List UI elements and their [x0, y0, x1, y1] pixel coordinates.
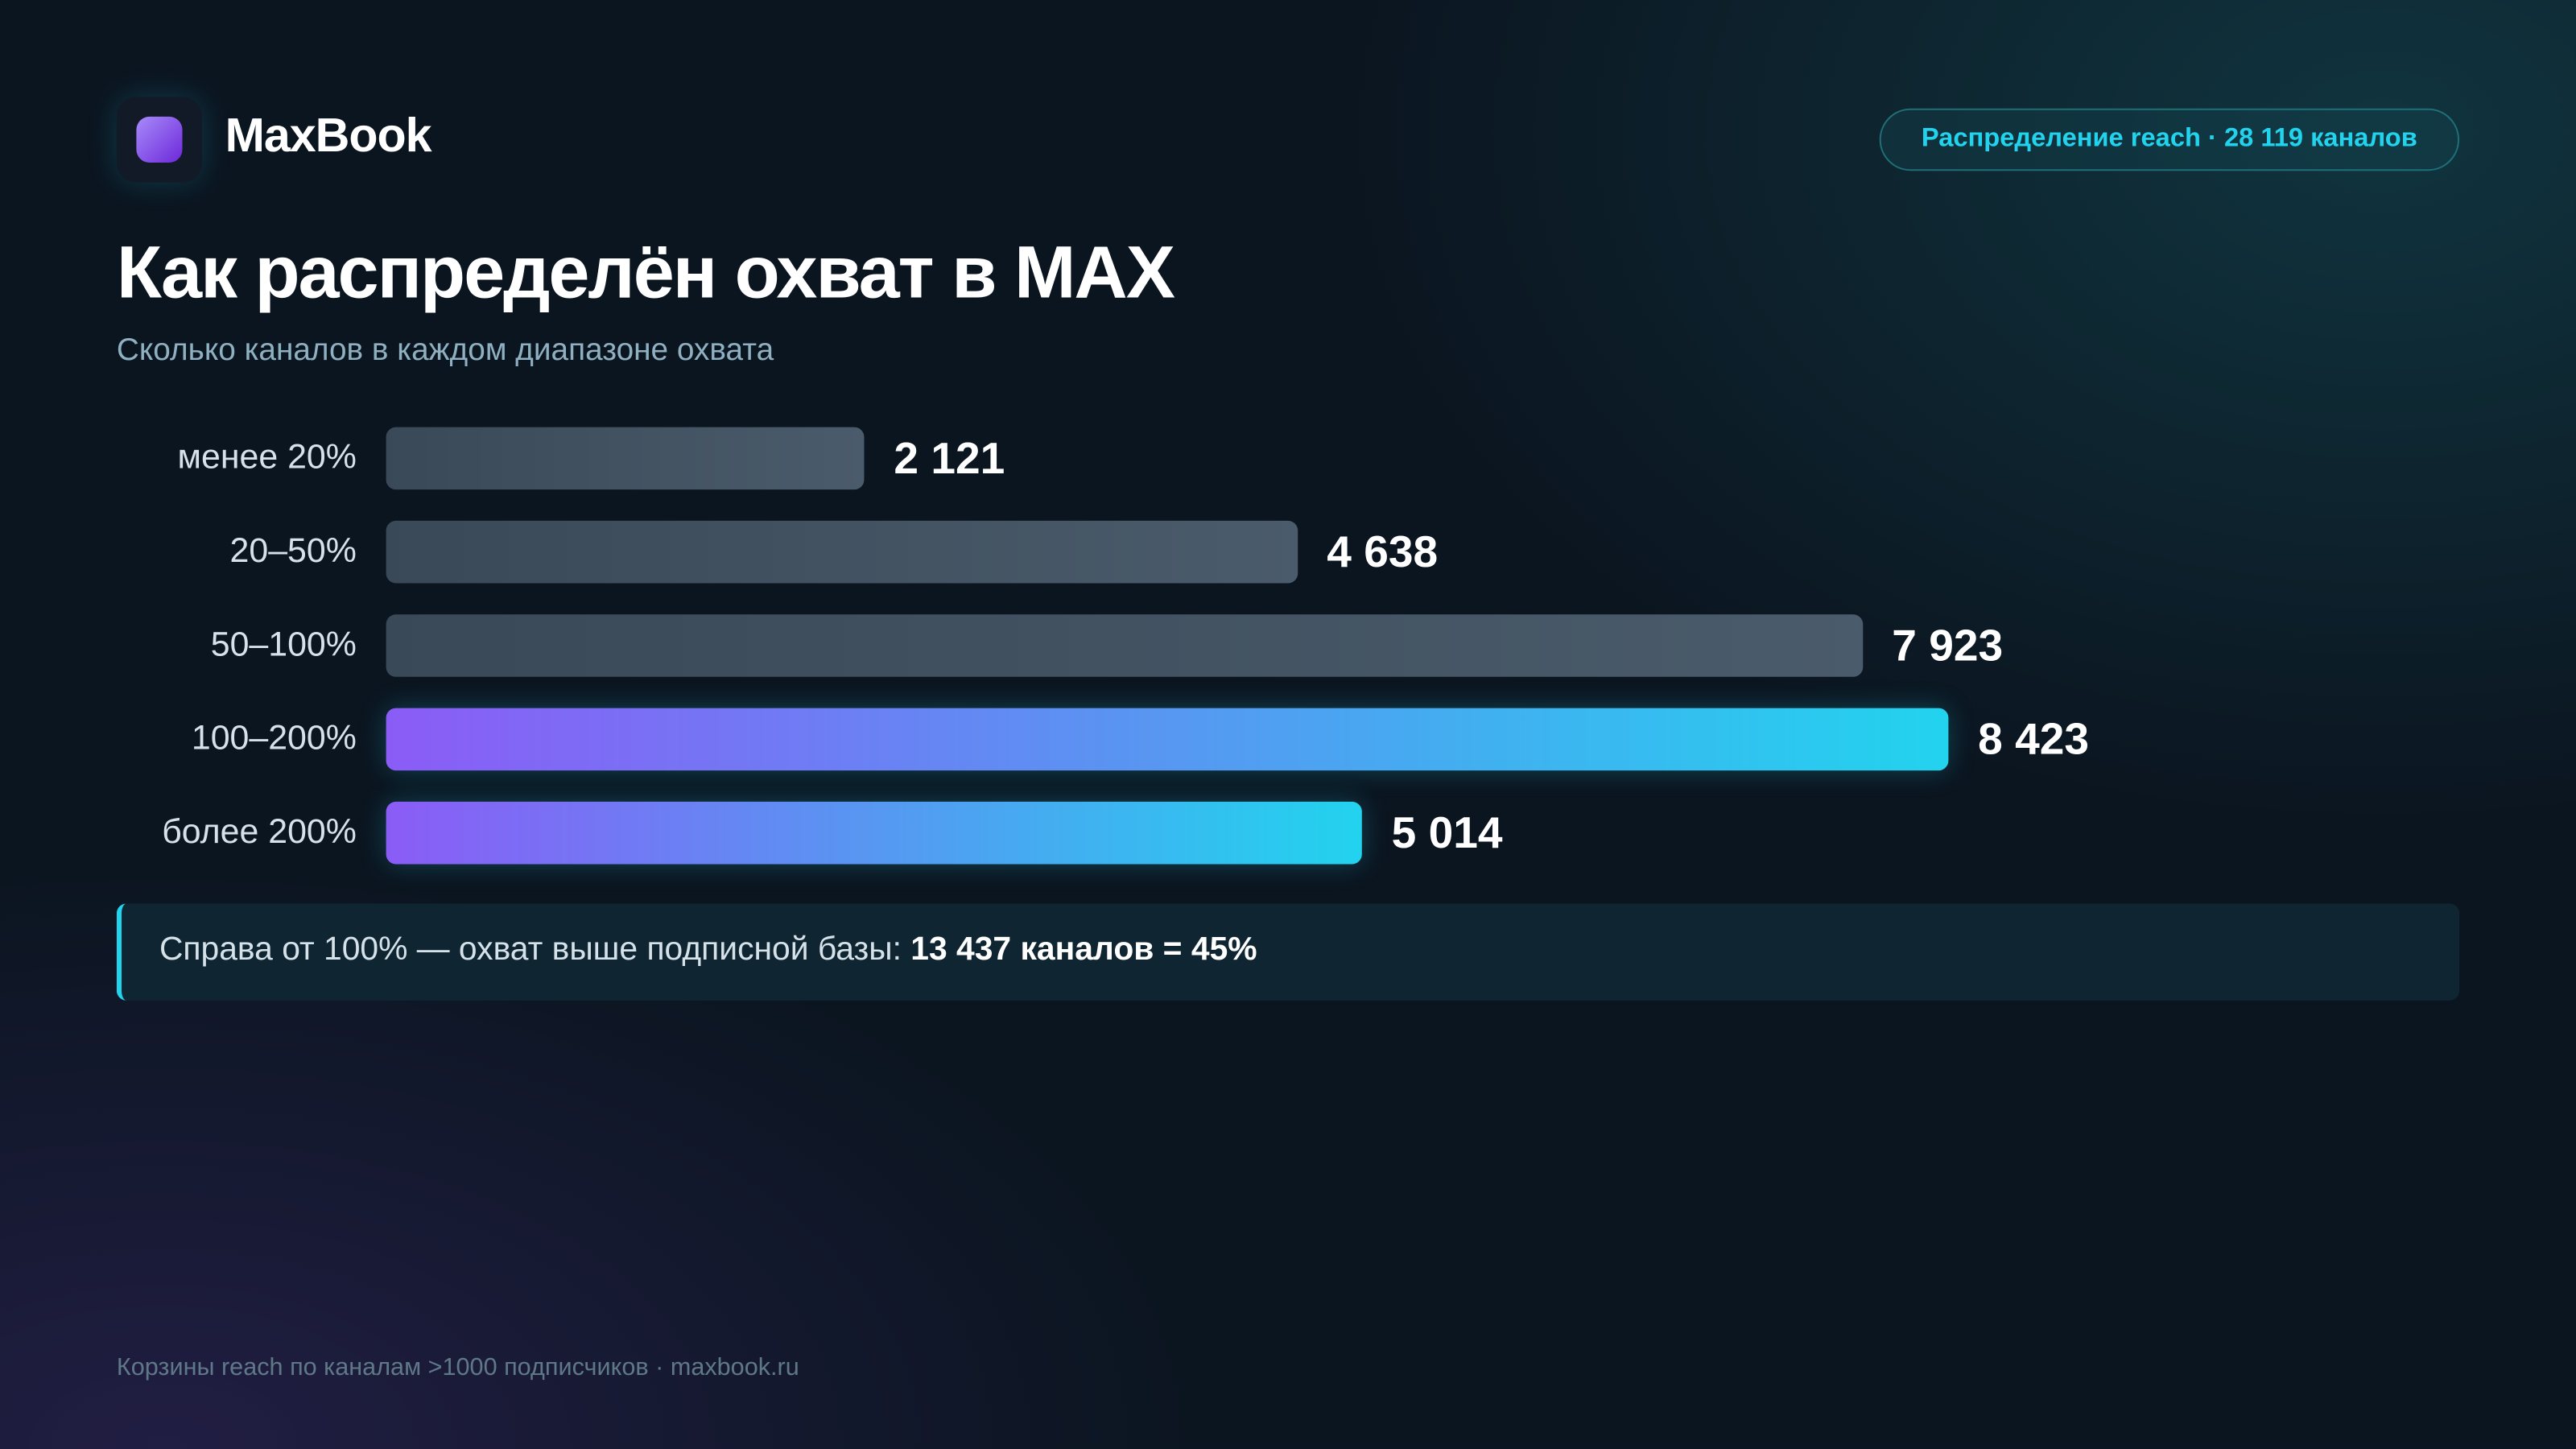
value-label: 7 923 — [1892, 621, 2004, 671]
chart-subtitle: Сколько каналов в каждом диапазоне охват… — [116, 333, 774, 369]
badge: Распределение reach · 28 119 каналов — [1879, 108, 2460, 171]
category-label: 50–100% — [210, 625, 357, 664]
note-emphasis: 13 437 каналов = 45% — [910, 931, 1257, 968]
bar — [386, 708, 1949, 771]
bar — [386, 520, 1298, 584]
value-label: 5 014 — [1391, 808, 1503, 858]
category-label: 20–50% — [229, 532, 357, 571]
note-text: Справа от 100% — охват выше подписной ба… — [159, 931, 911, 968]
note-box — [116, 903, 2460, 1001]
bar — [386, 801, 1362, 865]
category-label: более 200% — [162, 813, 357, 852]
category-label: 100–200% — [191, 719, 357, 758]
value-label: 2 121 — [894, 433, 1005, 483]
category-label: менее 20% — [177, 438, 357, 477]
bar — [386, 614, 1863, 677]
brand: MaxBook — [225, 109, 432, 163]
value-label: 8 423 — [1978, 714, 2090, 764]
chart-title: Как распределён охват в MAX — [116, 229, 1175, 314]
logo-icon — [136, 116, 183, 163]
footer: Корзины reach по каналам >1000 подписчик… — [116, 1353, 799, 1382]
value-label: 4 638 — [1327, 527, 1439, 577]
bar — [386, 427, 865, 490]
note: Справа от 100% — охват выше подписной ба… — [159, 931, 1257, 969]
logo — [116, 97, 203, 183]
